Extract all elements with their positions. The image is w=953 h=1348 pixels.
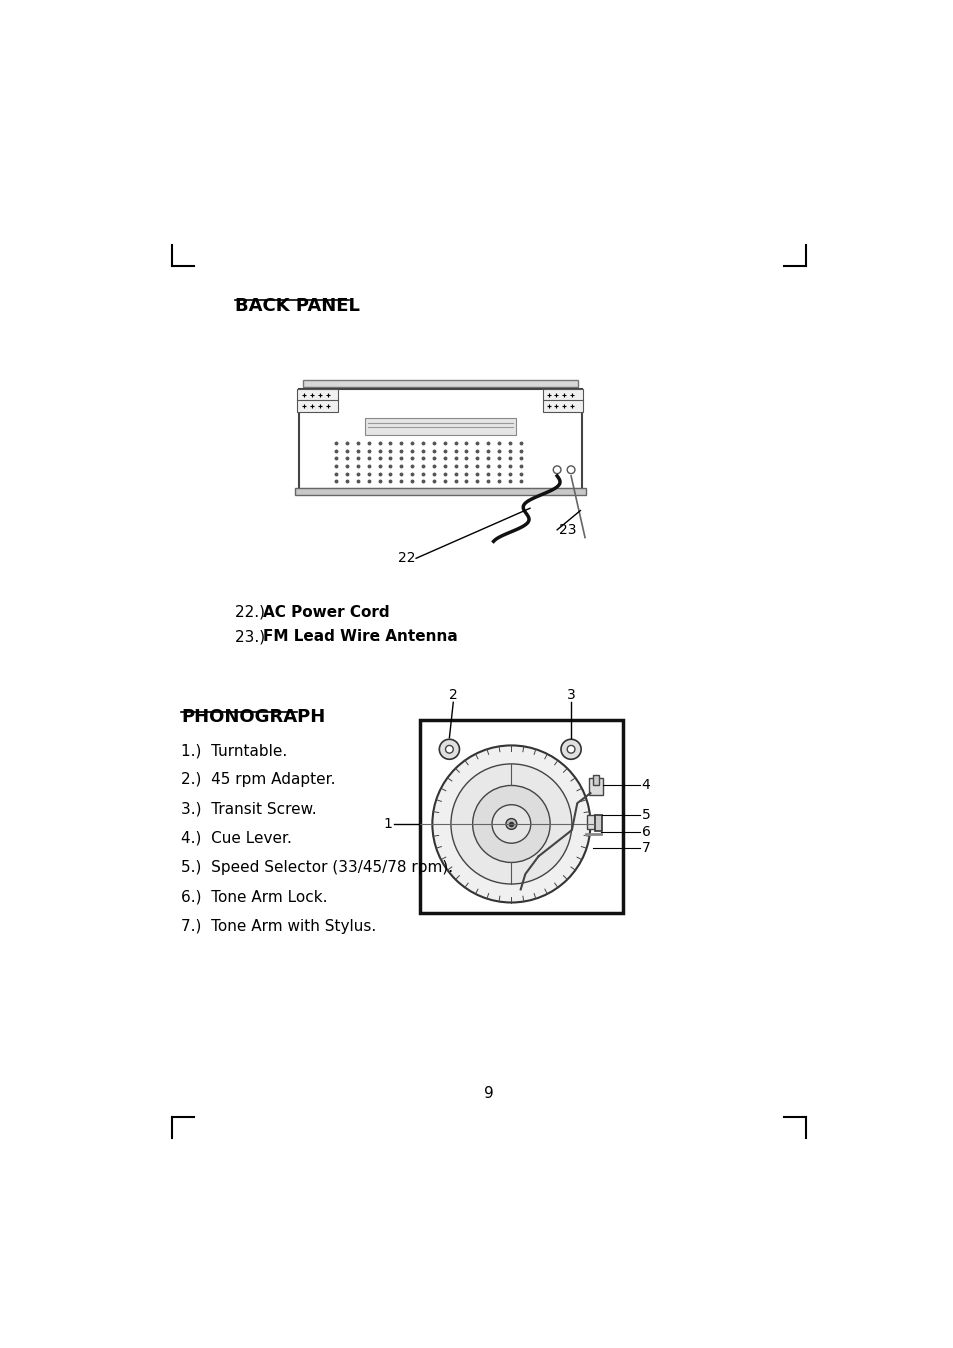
Circle shape (567, 466, 575, 473)
Text: 3.)  Transit Screw.: 3.) Transit Screw. (181, 802, 316, 817)
Text: 1.)  Turntable.: 1.) Turntable. (181, 743, 287, 758)
Bar (588, 778, 602, 795)
Text: 6.)  Tone Arm Lock.: 6.) Tone Arm Lock. (181, 890, 328, 905)
Text: .: . (335, 604, 340, 620)
Text: 1: 1 (382, 817, 392, 830)
Circle shape (505, 818, 517, 829)
Bar (542, 390, 583, 402)
Circle shape (432, 745, 590, 903)
Text: 23: 23 (558, 523, 577, 537)
Text: 4: 4 (641, 778, 650, 793)
Bar (595, 816, 601, 830)
Text: 22: 22 (397, 551, 416, 565)
Circle shape (445, 745, 453, 754)
Bar (297, 400, 337, 412)
Bar (294, 488, 585, 495)
Circle shape (560, 739, 580, 759)
Bar (592, 775, 598, 786)
Text: 2: 2 (449, 689, 457, 702)
Text: 3: 3 (566, 689, 575, 702)
Bar (587, 816, 595, 829)
Bar (365, 418, 516, 435)
Circle shape (567, 745, 575, 754)
Text: 7.)  Tone Arm with Stylus.: 7.) Tone Arm with Stylus. (181, 919, 376, 934)
Text: 6: 6 (641, 825, 650, 838)
Text: AC Power Cord: AC Power Cord (263, 604, 390, 620)
Text: .: . (375, 630, 379, 644)
Circle shape (492, 805, 530, 844)
Text: BACK PANEL: BACK PANEL (235, 297, 360, 314)
Bar (303, 380, 578, 387)
Text: PHONOGRAPH: PHONOGRAPH (181, 709, 325, 727)
Circle shape (553, 466, 560, 473)
Circle shape (472, 786, 550, 863)
Text: 4.)  Cue Lever.: 4.) Cue Lever. (181, 830, 292, 847)
Text: 22.): 22.) (235, 604, 275, 620)
Text: 23.): 23.) (235, 630, 275, 644)
Circle shape (439, 739, 459, 759)
Text: 5: 5 (641, 807, 650, 822)
Bar (297, 390, 337, 402)
Circle shape (451, 764, 571, 884)
Text: 5.)  Speed Selector (33/45/78 rpm).: 5.) Speed Selector (33/45/78 rpm). (181, 860, 453, 875)
Text: 7: 7 (641, 841, 650, 855)
Text: FM Lead Wire Antenna: FM Lead Wire Antenna (263, 630, 457, 644)
Bar (419, 720, 622, 913)
Text: 9: 9 (483, 1085, 494, 1101)
Text: 2.)  45 rpm Adapter.: 2.) 45 rpm Adapter. (181, 772, 335, 787)
Bar (542, 400, 583, 412)
Bar (298, 390, 581, 489)
